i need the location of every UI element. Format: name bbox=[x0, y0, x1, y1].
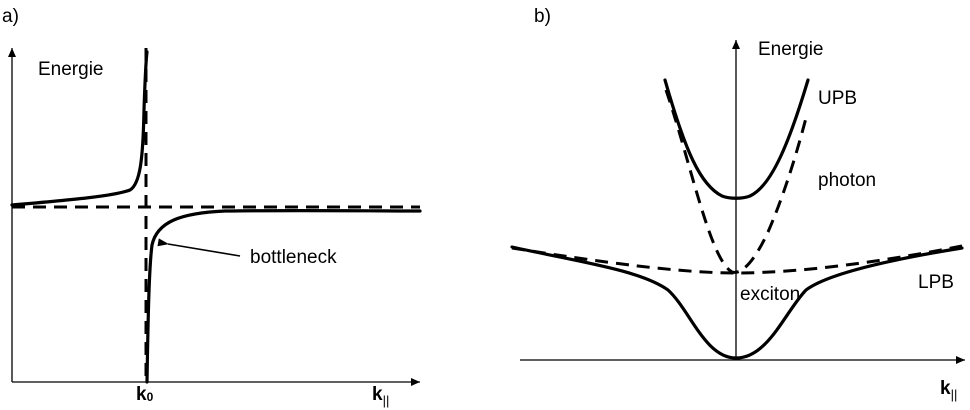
lpb-label: LPB bbox=[918, 272, 954, 293]
exciton-label: exciton bbox=[740, 284, 800, 305]
panel-b-photon-dispersion bbox=[664, 89, 808, 274]
panel-b-lower-branch bbox=[510, 245, 964, 360]
upb-label: UPB bbox=[818, 88, 857, 109]
panel-a: a) Energie bottleneck k0 k|| bbox=[2, 6, 422, 408]
bottleneck-arrow bbox=[157, 238, 241, 257]
panel-a-k0-tick-label: k0 bbox=[136, 384, 154, 405]
photon-label: photon bbox=[818, 170, 876, 191]
panel-b-y-axis-label: Energie bbox=[758, 39, 824, 60]
panel-a-y-axis-label: Energie bbox=[38, 59, 104, 80]
panel-a-lower-branch bbox=[145, 208, 422, 384]
panel-b-upper-branch bbox=[663, 78, 810, 200]
panel-b-label: b) bbox=[534, 6, 551, 27]
panel-b: b) Energie UPB photon exciton LPB k|| bbox=[510, 6, 965, 402]
bottleneck-label: bottleneck bbox=[250, 247, 337, 268]
panel-a-upper-branch bbox=[10, 50, 149, 207]
panel-a-label: a) bbox=[2, 6, 19, 27]
panel-b-x-axis-label: k|| bbox=[940, 378, 957, 402]
panel-a-x-axis-label: k|| bbox=[372, 384, 389, 408]
